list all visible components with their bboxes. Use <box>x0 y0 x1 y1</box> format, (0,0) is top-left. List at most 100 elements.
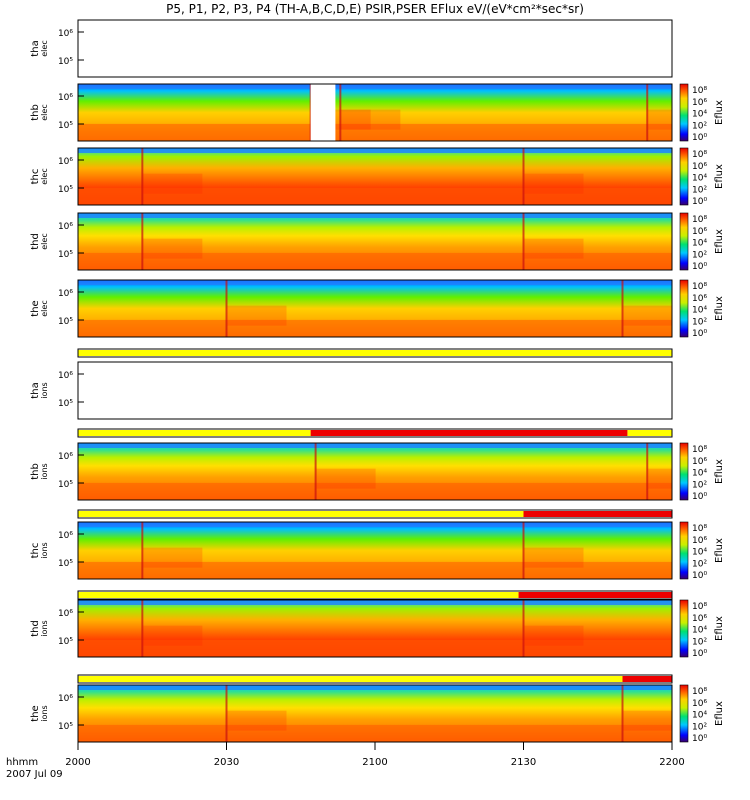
colorbar-tick-thd_elec-2: 10⁴ <box>692 239 707 249</box>
transition-shade-thd_elec-0 <box>142 238 203 259</box>
panel-label-top: thc <box>30 543 41 559</box>
colorbar-label-the_elec: Eflux <box>714 296 725 321</box>
panel-label-bottom: ions <box>40 705 49 721</box>
panel-frame-thc_elec <box>77 147 673 206</box>
y-tick-thb_elec-1: 10⁵ <box>58 121 73 131</box>
time-axis-label-hhmm: hhmm <box>6 757 38 768</box>
colorbar-thc_elec <box>679 147 689 206</box>
y-tick-the_ions-0: 10⁶ <box>58 694 73 704</box>
colorbar-label-thb_ions: Eflux <box>714 459 725 484</box>
mode-bar-frame-4 <box>77 674 673 684</box>
panel-label-top: thb <box>30 463 41 480</box>
colorbar-tick-the_elec-4: 10⁰ <box>692 329 707 339</box>
mode-bar-segment-4-0 <box>78 676 623 682</box>
transition-shade-thb_ions-1 <box>647 468 672 489</box>
spectrogram-topstrip-thc_ions <box>78 522 672 527</box>
transition-shade-thb_elec-1 <box>340 109 401 130</box>
colorbar-tick-thd_elec-4: 10⁰ <box>692 262 707 272</box>
transition-shade-thc_ions-0 <box>142 547 203 568</box>
colorbar-tick-thc_elec-3: 10² <box>692 185 707 195</box>
panel-label-top: thb <box>30 104 41 121</box>
transition-shade-thd_elec-1 <box>523 238 584 259</box>
y-tick-thb_ions-1: 10⁵ <box>58 480 73 490</box>
y-tick-thd_elec-0: 10⁶ <box>58 222 73 232</box>
y-tick-thd_ions-0: 10⁶ <box>58 609 73 619</box>
spectrogram-band-the_elec <box>78 319 672 337</box>
colorbar-tick-thb_elec-1: 10⁶ <box>692 98 707 108</box>
transition-shade-thd_ions-1 <box>523 625 584 646</box>
colorbar-tick-thb_ions-1: 10⁶ <box>692 457 707 467</box>
panel-label-top: tha <box>30 382 41 398</box>
colorbar-tick-thb_elec-3: 10² <box>692 121 707 131</box>
mode-bar-segment-2-1 <box>523 511 672 517</box>
panel-label-thc_ions: thcions <box>30 542 49 558</box>
colorbar-tick-the_ions-4: 10⁰ <box>692 734 707 744</box>
colorbar-thb_ions <box>679 442 689 501</box>
colorbar-tick-thb_ions-4: 10⁰ <box>692 492 707 502</box>
colorbar-label-thd_elec: Eflux <box>714 229 725 254</box>
colorbar-tick-thb_elec-4: 10⁰ <box>692 133 707 143</box>
panel-label-tha_ions: thaions <box>30 382 49 398</box>
y-tick-the_elec-1: 10⁵ <box>58 317 73 327</box>
colorbar-tick-thd_ions-4: 10⁰ <box>692 649 707 659</box>
mode-bar-segment-2-0 <box>78 511 524 517</box>
colorbar-tick-thc_ions-0: 10⁸ <box>692 524 707 534</box>
panel-label-tha_elec: thaelec <box>30 40 49 56</box>
mode-bar-the_elec <box>77 348 673 358</box>
colorbar-tick-the_ions-3: 10² <box>692 722 707 732</box>
colorbar-tick-thd_elec-1: 10⁶ <box>692 227 707 237</box>
y-tick-thd_elec-1: 10⁵ <box>58 250 73 260</box>
data-gap-thb_elec <box>310 84 336 141</box>
mode-bar-thc_ions <box>77 590 673 600</box>
mode-bar-segment-3-1 <box>518 592 672 598</box>
mode-bar-segment-1-0 <box>78 430 311 436</box>
spectrogram-topstrip-the_elec <box>78 280 672 285</box>
panel-label-the_ions: theions <box>30 705 49 721</box>
y-tick-thc_ions-0: 10⁶ <box>58 531 73 541</box>
x-tick-label-1: 2030 <box>214 757 239 768</box>
panel-label-the_elec: theelec <box>30 300 49 316</box>
transition-shade-thc_elec-1 <box>523 173 584 194</box>
colorbar-tick-thb_elec-2: 10⁴ <box>692 110 707 120</box>
mode-bar-segment-0-0 <box>78 350 672 356</box>
transition-shade-the_elec-0 <box>226 305 287 326</box>
colorbar-label-the_ions: Eflux <box>714 701 725 726</box>
y-tick-thb_elec-0: 10⁶ <box>58 93 73 103</box>
panel-label-bottom: ions <box>40 620 49 636</box>
spectrogram-topstrip-the_ions <box>78 685 672 690</box>
y-tick-thc_elec-0: 10⁶ <box>58 157 73 167</box>
spectrogram-topstrip-thb_ions <box>78 443 672 448</box>
panel-label-top: the <box>30 705 41 721</box>
x-tick-label-3: 2130 <box>511 757 536 768</box>
mode-bar-frame-1 <box>77 428 673 438</box>
colorbar-tick-thd_ions-2: 10⁴ <box>692 626 707 636</box>
colorbar-tick-the_ions-1: 10⁶ <box>692 699 707 709</box>
y-tick-thb_ions-0: 10⁶ <box>58 452 73 462</box>
colorbar-tick-thc_ions-3: 10² <box>692 559 707 569</box>
x-tick-label-4: 2200 <box>659 757 684 768</box>
panel-frame-thb_elec <box>77 83 673 142</box>
mode-bar-thd_ions <box>77 674 673 684</box>
panel-label-top: tha <box>30 40 41 56</box>
panel-label-bottom: elec <box>40 40 49 56</box>
spectrogram-topstrip-thd_elec <box>78 213 672 218</box>
mode-bars-group <box>77 348 673 684</box>
y-tick-tha_elec-1: 10⁵ <box>58 57 73 67</box>
y-tick-tha_ions-1: 10⁵ <box>58 399 73 409</box>
colorbar-tick-thc_ions-4: 10⁰ <box>692 571 707 581</box>
colorbar-label-thd_ions: Eflux <box>714 616 725 641</box>
panel-label-top: thc <box>30 169 41 185</box>
colorbar-tick-thb_elec-0: 10⁸ <box>692 86 707 96</box>
colorbar-tick-the_ions-2: 10⁴ <box>692 711 707 721</box>
y-tick-the_ions-1: 10⁵ <box>58 722 73 732</box>
panel-label-thd_elec: thdelec <box>30 233 49 250</box>
panel-tha_ions: thaions 10⁶ 10⁵ <box>30 361 673 420</box>
panel-label-thb_elec: thbelec <box>30 104 49 121</box>
panel-frame-thb_ions <box>77 442 673 501</box>
